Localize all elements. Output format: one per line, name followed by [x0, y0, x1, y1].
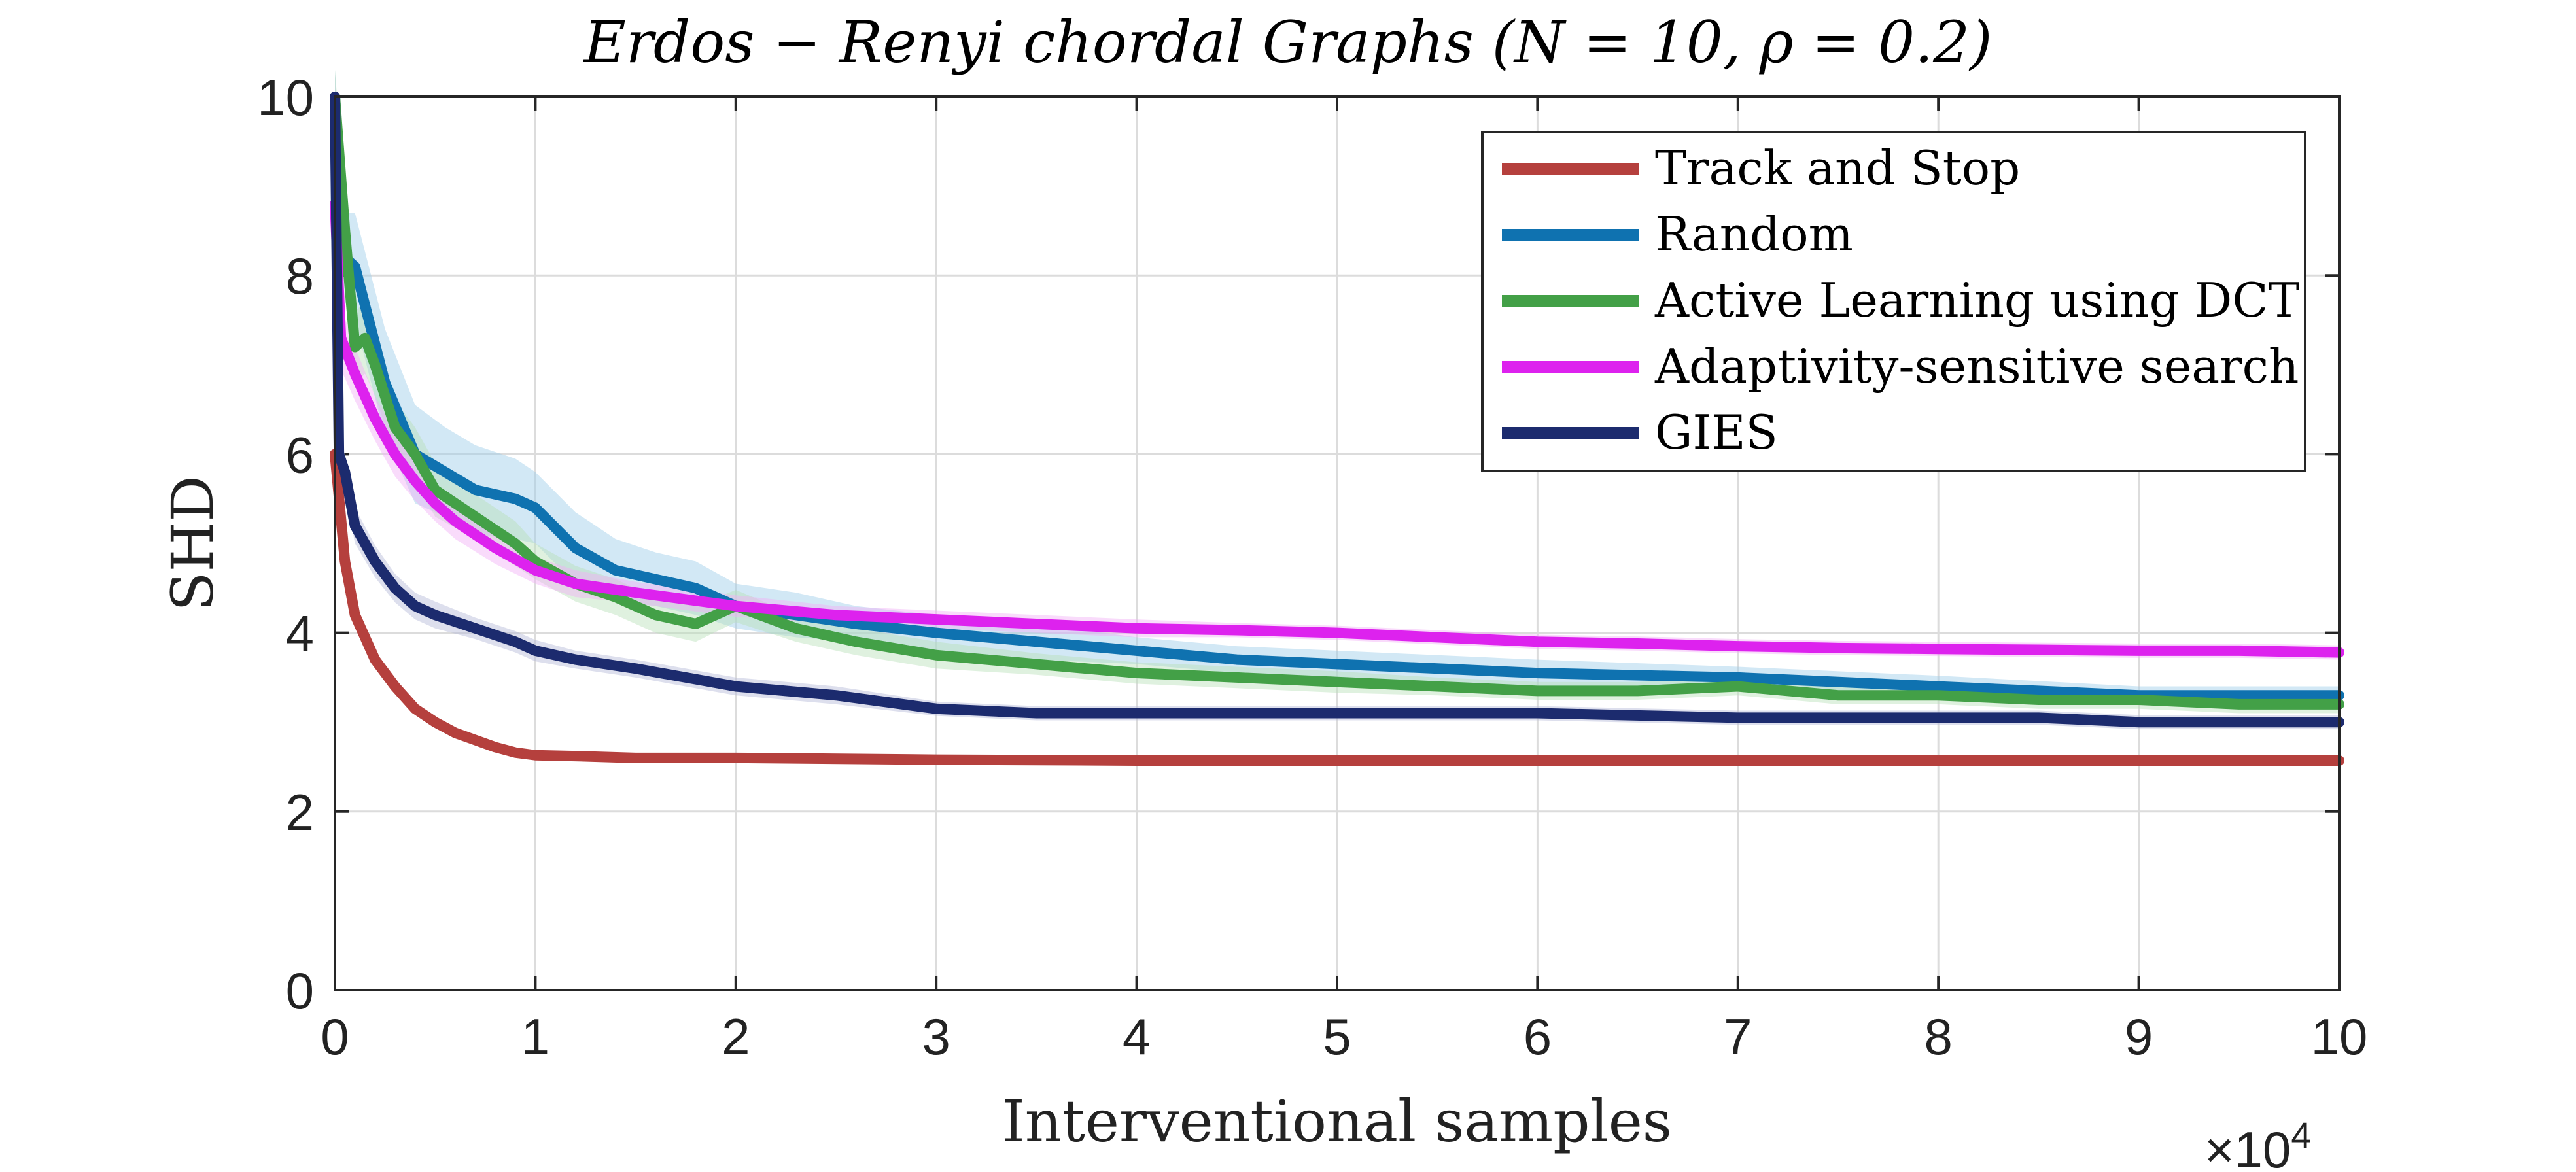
x-tick-label: 6	[1523, 1008, 1552, 1065]
chart-title: Erdos − Renyi chordal Graphs (N = 10, ρ …	[583, 9, 1993, 76]
x-tick-label: 2	[722, 1008, 750, 1065]
x-tick-label: 0	[321, 1008, 349, 1065]
legend: Track and Stop Random Active Learning usin…	[1481, 131, 2306, 472]
series-line-gies	[330, 92, 2344, 728]
y-axis-label: SHD	[159, 475, 226, 612]
x-tick-label: 7	[1724, 1008, 1752, 1065]
y-tick-label: 4	[286, 605, 314, 663]
x-tick-label: 9	[2125, 1008, 2153, 1065]
x-tick-label: 5	[1323, 1008, 1351, 1065]
x-tick-label: 10	[2311, 1008, 2368, 1065]
legend-label-adaptivity-sensitive-search: Adaptivity-sensitive search	[1654, 339, 2299, 394]
legend-label-random: Random	[1655, 207, 1853, 262]
y-tick-label: 8	[286, 247, 314, 305]
x-tick-label: 1	[521, 1008, 549, 1065]
legend-label-active-learning-using-dct: Active Learning using DCT	[1654, 273, 2300, 328]
x-tick-label: 3	[922, 1008, 950, 1065]
x-axis-label: Interventional samples	[1002, 1088, 1672, 1155]
y-tick-label: 10	[257, 69, 314, 126]
series-line-active-learning-using-dct	[330, 92, 2344, 710]
series-line-track-and-stop	[330, 449, 2344, 766]
series-line-adaptivity-sensitive-search	[330, 198, 2344, 658]
y-tick-labels: 0 2 4 6 8 10	[257, 69, 314, 1020]
y-tick-label: 2	[286, 784, 314, 841]
y-tick-label: 6	[286, 426, 314, 483]
x-tick-label: 4	[1123, 1008, 1151, 1065]
series-lines	[330, 92, 2344, 766]
x-tick-label: 8	[1924, 1008, 1953, 1065]
legend-label-track-and-stop: Track and Stop	[1655, 141, 2020, 196]
x-multiplier-base: ×10	[2204, 1121, 2291, 1172]
axes-box	[334, 95, 2341, 991]
x-axis-multiplier: ×104	[2204, 1114, 2311, 1172]
x-tick-labels: 0 1 2 3 4 5 6 7 8 9 10	[321, 1008, 2367, 1065]
x-multiplier-exponent: 4	[2291, 1114, 2311, 1156]
legend-label-gies: GIES	[1655, 405, 1778, 460]
y-tick-label: 0	[286, 962, 314, 1020]
